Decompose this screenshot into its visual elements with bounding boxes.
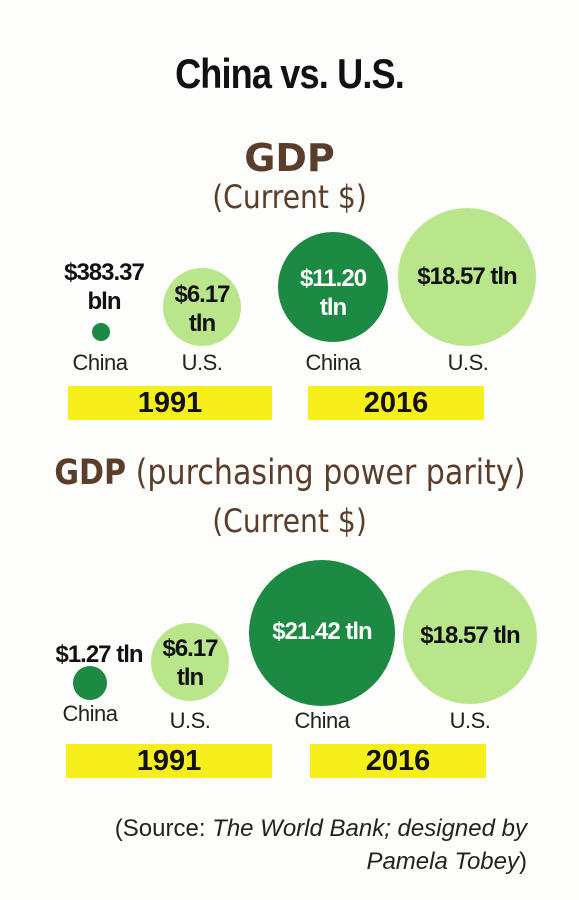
- data-label-gdp-us-1991: $6.17 tln: [163, 280, 241, 338]
- country-label-us: U.S.: [169, 708, 211, 733]
- data-label-line: tln: [319, 294, 347, 321]
- country-label-china: China: [294, 708, 350, 733]
- data-label-line: $6.17: [174, 281, 230, 308]
- bubble-gdp-us-1991: [163, 268, 241, 346]
- data-label-line: $383.37: [64, 259, 145, 286]
- section-title-ppp: GDP (purchasing power parity): [0, 453, 579, 493]
- section-title-ppp-bold: GDP: [53, 453, 126, 493]
- data-label-ppp-us-1991: $6.17 tln: [151, 634, 229, 692]
- section-title-gdp-text: GDP: [244, 136, 335, 180]
- source-suffix: ): [519, 848, 527, 875]
- data-label-gdp-us-2016: $18.57 tln: [417, 263, 517, 290]
- data-label-line: tln: [188, 310, 216, 337]
- bubble-ppp-china-1991: [73, 666, 107, 700]
- year-band-1991: 1991: [66, 744, 272, 778]
- bubble-ppp-us-2016: [403, 570, 537, 704]
- data-label-ppp-china-2016: $21.42 tln: [272, 618, 372, 645]
- year-band-2016: 2016: [310, 744, 486, 778]
- data-label-line: tln: [176, 664, 204, 691]
- source-note: (Source: The World Bank; designed by Pam…: [107, 812, 527, 878]
- page-title: China vs. U.S.: [175, 50, 405, 97]
- bubble-gdp-china-1991: [92, 323, 110, 341]
- country-label-china: China: [305, 350, 361, 375]
- data-label-line: $6.17: [162, 635, 218, 662]
- year-band-1991: 1991: [68, 386, 272, 420]
- country-label-us: U.S.: [447, 350, 489, 375]
- data-label-gdp-china-2016: $11.20 tln: [278, 264, 388, 322]
- data-label-gdp-china-1991: $383.37 bln: [44, 258, 164, 316]
- data-label-ppp-us-2016: $18.57 tln: [420, 622, 520, 649]
- country-label-us: U.S.: [449, 708, 491, 733]
- section-title-gdp: GDP: [0, 136, 579, 180]
- bubble-gdp-us-2016: [398, 208, 536, 346]
- source-prefix: (Source:: [114, 815, 213, 842]
- bubble-ppp-china-2016: [249, 560, 395, 706]
- data-label-line: $11.20: [299, 265, 367, 292]
- country-label-china: China: [62, 701, 118, 726]
- data-label-line: bln: [87, 288, 122, 315]
- bubble-gdp-china-2016: [278, 232, 388, 342]
- year-band-2016: 2016: [308, 386, 484, 420]
- country-label-us: U.S.: [181, 350, 223, 375]
- source-italic: The World Bank; designed by Pamela Tobey: [212, 815, 527, 875]
- country-label-china: China: [72, 350, 128, 375]
- section-subtitle-ppp: (Current $): [212, 502, 367, 540]
- data-label-ppp-china-1991: $1.27 tln: [55, 641, 143, 668]
- bubble-ppp-us-1991: [151, 623, 229, 701]
- section-title-ppp-rest: (purchasing power parity): [135, 453, 526, 493]
- section-subtitle-gdp: (Current $): [212, 178, 367, 216]
